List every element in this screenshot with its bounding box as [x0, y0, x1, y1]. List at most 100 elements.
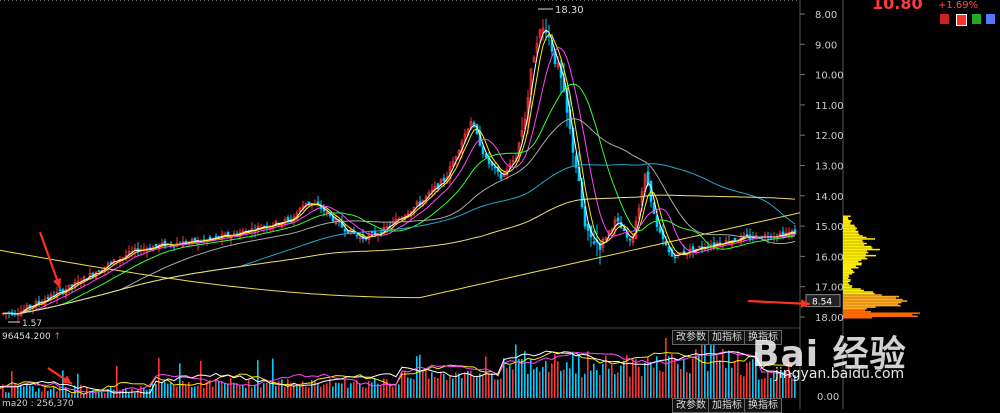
- volume-bar: [608, 368, 610, 398]
- volume-bar: [503, 358, 505, 398]
- volume-bar: [395, 385, 397, 398]
- volume-bar: [743, 376, 745, 398]
- flag-icon[interactable]: [940, 14, 949, 24]
- volume-bar: [296, 385, 298, 398]
- volume-bar: [518, 358, 520, 398]
- change-percent: +1.69%: [938, 0, 979, 11]
- volume-bar: [440, 371, 442, 398]
- candle: [763, 231, 767, 241]
- volume-bar: [485, 356, 487, 398]
- volume-bar: [101, 391, 103, 398]
- add-indicator-button[interactable]: 加指标: [708, 330, 746, 345]
- candle: [196, 236, 200, 251]
- volume-bar: [734, 361, 736, 398]
- ma-line-5: [3, 33, 796, 315]
- volume-bar: [659, 370, 661, 398]
- volume-bar: [254, 385, 256, 398]
- flag-blue-icon[interactable]: [986, 14, 995, 24]
- volume-bar: [434, 376, 436, 398]
- volume-ma-info: ma20 : 256,370: [2, 399, 74, 409]
- volume-bar: [371, 382, 373, 398]
- volume-bar: [221, 381, 223, 398]
- volume-bar: [569, 368, 571, 398]
- add-indicator-button-bottom[interactable]: 加指标: [708, 398, 746, 413]
- candle: [37, 296, 41, 308]
- candle: [223, 231, 227, 236]
- candle: [7, 310, 11, 319]
- volume-bar: [95, 391, 97, 398]
- volume-ma-line: [0, 351, 793, 393]
- price-axis: 18.00 17.00 16.00 15.00 14.00 13.00 12.00 11.00…: [8, 5, 844, 403]
- switch-indicator-button-bottom[interactable]: 换指标: [744, 398, 782, 413]
- grid-lines: [0, 0, 844, 409]
- profile-bar: [843, 227, 858, 230]
- candle: [10, 309, 14, 317]
- volume-bar: [365, 387, 367, 398]
- volume-bar: [290, 382, 292, 398]
- volume-bar: [401, 372, 403, 398]
- volume-bar: [314, 380, 316, 398]
- volume-bar: [449, 376, 451, 398]
- profile-bar: [843, 244, 865, 246]
- volume-bar: [527, 374, 529, 398]
- candle: [430, 183, 434, 197]
- volume-bar: [275, 386, 277, 398]
- profile-bar: [843, 304, 901, 307]
- volume-bar: [278, 381, 280, 398]
- profile-bar: [843, 217, 848, 219]
- edit-params-button[interactable]: 改参数: [672, 330, 710, 345]
- volume-bar: [533, 369, 535, 398]
- profile-bar: [843, 313, 913, 316]
- volume-bar: [251, 387, 253, 398]
- volume-bar: [356, 380, 358, 398]
- volume-bar: [419, 354, 421, 398]
- volume-bar: [563, 369, 565, 398]
- volume-bar: [584, 373, 586, 398]
- volume-bar: [200, 360, 202, 398]
- volume-bar: [713, 342, 715, 398]
- volume-bar: [92, 390, 94, 398]
- profile-bar: [843, 312, 921, 314]
- profile-bar: [843, 277, 849, 280]
- switch-indicator-button[interactable]: 换指标: [744, 330, 782, 345]
- profile-bar: [843, 271, 855, 274]
- volume-bar: [611, 364, 613, 398]
- profile-bar: [843, 262, 862, 264]
- volume-bar: [731, 367, 733, 398]
- profile-bar: [843, 298, 903, 301]
- ma-line-80: [3, 163, 796, 315]
- current-price-marker: 8.54: [812, 298, 832, 308]
- volume-bar: [188, 382, 190, 398]
- volume-bar: [674, 357, 676, 398]
- price-tick: 16.00: [815, 252, 844, 263]
- price-tick: 8.00: [815, 10, 837, 21]
- volume-bar: [98, 389, 100, 398]
- volume-bar: [689, 373, 691, 398]
- volume-bar: [32, 386, 34, 398]
- candle: [697, 245, 701, 249]
- volume-bar: [773, 370, 775, 398]
- flag-green-icon[interactable]: [972, 14, 981, 24]
- volume-bar: [491, 373, 493, 398]
- flag-selected-icon[interactable]: [956, 14, 967, 26]
- profile-bar: [843, 292, 875, 295]
- profile-bar: [843, 274, 849, 277]
- profile-bar: [843, 257, 868, 260]
- edit-params-button-bottom[interactable]: 改参数: [672, 398, 710, 413]
- profile-bar: [843, 289, 864, 292]
- volume-bar: [398, 384, 400, 398]
- candle: [325, 208, 329, 217]
- volume-bar: [641, 375, 643, 398]
- price-tick: 10.00: [815, 71, 844, 82]
- profile-bar: [843, 285, 853, 287]
- volume-bar: [380, 385, 382, 398]
- candle: [628, 237, 632, 247]
- volume-bar: [680, 368, 682, 398]
- volume-bar: [404, 370, 406, 398]
- volume-bar: [782, 371, 784, 398]
- profile-bar: [843, 230, 859, 233]
- volume-bar: [425, 370, 427, 398]
- volume-bar: [350, 383, 352, 398]
- volume-bar: [599, 374, 601, 398]
